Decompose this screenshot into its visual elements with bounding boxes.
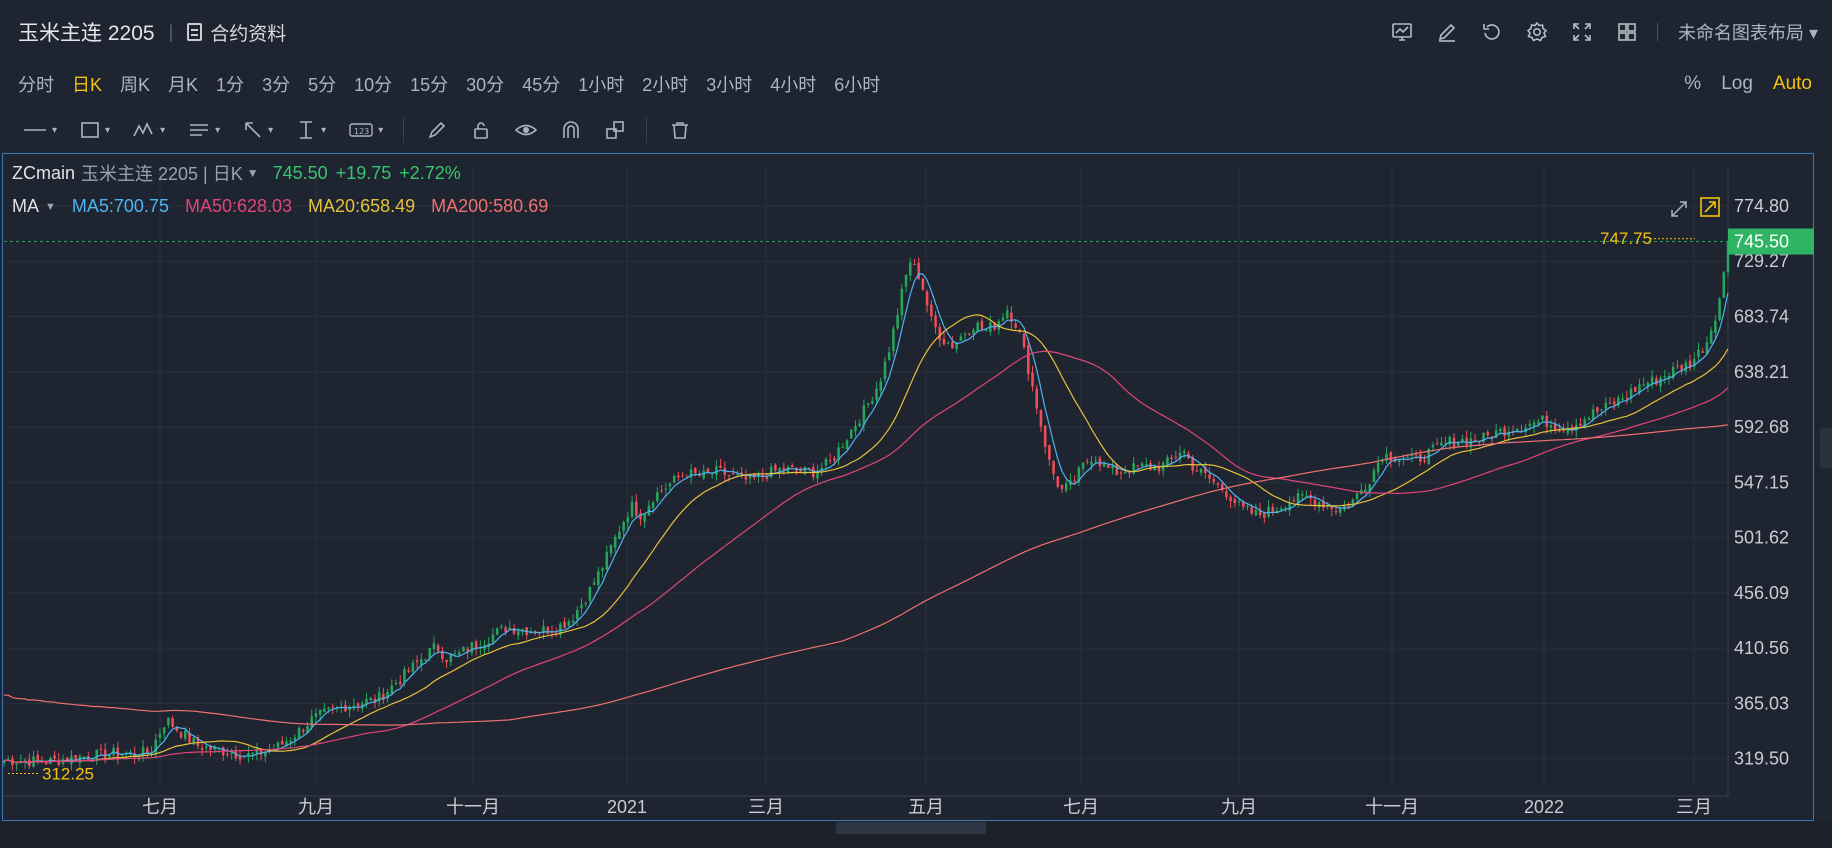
symbol-title[interactable]: 玉米主连 2205 (18, 22, 155, 45)
interval-15[interactable]: 6小时 (834, 75, 881, 95)
interval-13[interactable]: 3小时 (706, 75, 753, 95)
eye-icon (515, 124, 538, 136)
svg-text:123: 123 (354, 127, 369, 136)
text-lines-icon (190, 124, 209, 136)
rectangle-icon (81, 122, 99, 138)
interval-14[interactable]: 4小时 (770, 75, 817, 95)
interval-4[interactable]: 1分 (216, 75, 245, 95)
scale-mode-2[interactable]: Auto (1772, 73, 1812, 94)
grid-icon[interactable] (1615, 20, 1639, 44)
legend-change: +19.75 (335, 162, 392, 183)
interval-8[interactable]: 15分 (410, 75, 449, 95)
chevron-down-icon[interactable]: ▼ (246, 166, 259, 180)
document-icon (187, 23, 203, 41)
measure-icon (300, 121, 313, 139)
pattern-icon (133, 122, 153, 137)
lock-tool[interactable] (470, 120, 492, 140)
interval-2[interactable]: 周K (120, 75, 151, 95)
pattern-tool[interactable]: ▾ (132, 120, 165, 140)
lock-icon (474, 122, 489, 139)
arrow-icon (245, 122, 261, 138)
interval-12[interactable]: 2小时 (642, 75, 689, 95)
line-tool[interactable]: ▾ (22, 120, 57, 140)
undo-icon[interactable] (1480, 20, 1504, 44)
scale-mode-0[interactable]: % (1684, 73, 1702, 94)
magnet-tool[interactable] (560, 120, 582, 140)
scale-modes: % Log Auto (1664, 64, 1812, 104)
draw-icon[interactable] (1435, 20, 1459, 44)
clone-tool[interactable] (604, 120, 626, 140)
ma50-value: MA50:628.03 (184, 196, 293, 216)
interval-5[interactable]: 3分 (262, 75, 291, 95)
drawbar-divider (403, 117, 405, 143)
interval-9[interactable]: 30分 (466, 75, 505, 95)
legend-name: 玉米主连 2205 | 日K (81, 164, 243, 184)
clone-icon (606, 121, 625, 139)
interval-1[interactable]: 日K (72, 75, 103, 95)
interval-10[interactable]: 45分 (522, 75, 561, 95)
number-icon: 123 (349, 123, 373, 137)
layout-name: 未命名图表布局 (1677, 23, 1804, 43)
side-panel-toggle[interactable] (1820, 428, 1832, 468)
interval-3[interactable]: 月K (168, 75, 199, 95)
ma-label[interactable]: MA (12, 196, 39, 216)
interval-11[interactable]: 1小时 (578, 75, 625, 95)
contract-info-label: 合约资料 (210, 23, 287, 45)
arrow-tool[interactable]: ▾ (242, 120, 273, 140)
contract-info-button[interactable]: 合约资料 (187, 19, 286, 46)
trash-icon (672, 122, 689, 139)
drawbar-divider (646, 117, 648, 143)
fullscreen-icon[interactable] (1570, 20, 1594, 44)
interval-6[interactable]: 5分 (308, 75, 337, 95)
interval-0[interactable]: 分时 (18, 75, 54, 95)
measure-tool[interactable]: ▾ (295, 120, 326, 140)
magnet-icon (563, 121, 580, 138)
interval-bar: 分时 日K 周K 月K 1分 3分 5分 10分 15分 30分 45分 1小时 2小时 3小时 4小时 6小… (0, 64, 1832, 104)
chart-icon[interactable] (1390, 20, 1414, 44)
scroll-handle[interactable] (836, 822, 986, 834)
brush-icon (428, 121, 446, 139)
rectangle-tool[interactable]: ▾ (79, 120, 110, 140)
drawing-toolbar: ▾ ▾ ▾ ▾ ▾ ▾ 123 ▾ (0, 108, 1832, 152)
brush-tool[interactable] (426, 120, 448, 140)
horizontal-line-icon (24, 129, 46, 131)
chart-frame (2, 153, 1814, 821)
visibility-tool[interactable] (514, 120, 538, 140)
toolbar-divider (1656, 23, 1658, 41)
ma5-value: MA5:700.75 (71, 196, 169, 216)
gear-icon[interactable] (1525, 20, 1549, 44)
layout-dropdown[interactable]: 未命名图表布局 ▾ (1678, 19, 1818, 45)
legend-code: ZCmain (12, 162, 76, 183)
scale-mode-1[interactable]: Log (1721, 73, 1753, 94)
ma-legend: MA ▼ MA5:700.75 MA50:628.03 MA20:658.49 … (12, 196, 548, 217)
text-tool[interactable]: ▾ (187, 120, 220, 140)
delete-tool[interactable] (669, 120, 691, 140)
legend-price: 745.50 (272, 162, 328, 183)
interval-7[interactable]: 10分 (354, 75, 393, 95)
title-separator: | (168, 21, 174, 42)
symbol-legend: ZCmain 玉米主连 2205 | 日K ▼ 745.50 +19.75 +2… (12, 160, 461, 186)
chevron-down-icon: ▾ (1808, 23, 1818, 43)
ma20-value: MA20:658.49 (308, 196, 416, 216)
right-tools: 未命名图表布局 ▾ (1369, 0, 1818, 64)
chevron-down-icon[interactable]: ▼ (45, 200, 56, 213)
ma200-value: MA200:580.69 (431, 196, 549, 216)
number-tool[interactable]: 123 ▾ (348, 120, 383, 140)
top-toolbar: 玉米主连 2205 | 合约资料 未命名图表布局 ▾ (0, 0, 1832, 64)
legend-change-pct: +2.72% (399, 162, 461, 183)
